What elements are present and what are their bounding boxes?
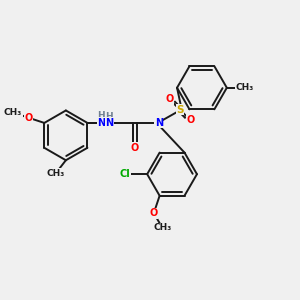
Text: CH₃: CH₃ [235,83,254,92]
Text: O: O [166,94,174,104]
Text: O: O [24,112,32,123]
Text: O: O [150,208,158,218]
Text: H: H [98,111,105,120]
Text: CH₃: CH₃ [153,224,172,232]
Text: N: N [105,118,113,128]
Text: N: N [155,118,163,128]
Text: H: H [106,112,113,121]
Text: CH₃: CH₃ [46,169,65,178]
Text: O: O [186,115,194,125]
Text: CH₃: CH₃ [4,108,22,117]
Text: Cl: Cl [120,169,130,179]
Text: O: O [131,143,139,153]
Text: S: S [176,105,184,115]
Text: N: N [97,118,105,128]
